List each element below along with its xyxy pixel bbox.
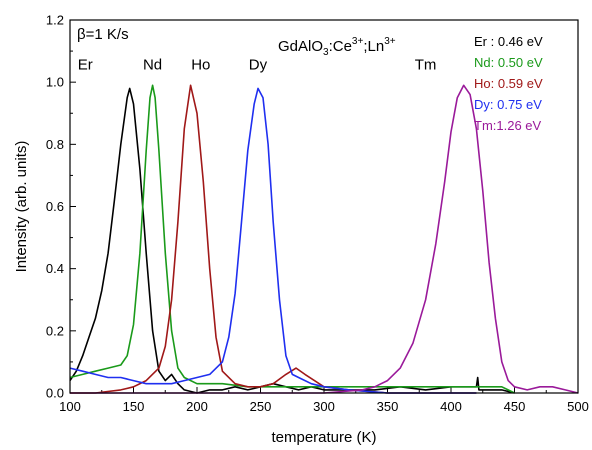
series-lines [69, 84, 579, 394]
y-tick-label: 0.4 [46, 261, 64, 276]
x-axis-title: temperature (K) [271, 429, 376, 446]
x-tick-label: 100 [59, 399, 81, 414]
y-tick-label: 0.2 [46, 323, 64, 338]
legend: Er : 0.46 eV Nd: 0.50 eV Ho: 0.59 eV Dy: 0.… [474, 34, 543, 133]
x-tick-label: 450 [504, 399, 526, 414]
x-tick-label: 300 [313, 399, 335, 414]
y-tick-label: 1.0 [46, 75, 64, 90]
y-axis-title: Intensity (arb. units) [13, 141, 30, 273]
legend-entry: Dy: 0.75 eV [474, 97, 542, 112]
series-line-nd [69, 84, 515, 394]
y-tick-label: 0.8 [46, 137, 64, 152]
y-tick-label: 0.6 [46, 199, 64, 214]
series-label-dy: Dy [249, 57, 268, 74]
legend-entry: Nd: 0.50 eV [474, 55, 543, 70]
series-label-ho: Ho [191, 57, 210, 74]
x-tick-label: 500 [567, 399, 589, 414]
series-line-dy [69, 87, 477, 394]
legend-entry: Er : 0.46 eV [474, 34, 543, 49]
series-line-er [69, 87, 515, 394]
legend-entry: Ho: 0.59 eV [474, 76, 543, 91]
y-tick-label: 1.2 [46, 13, 64, 28]
legend-entry: Tm:1.26 eV [474, 118, 542, 133]
compound-superscript-1: 3+ [352, 36, 364, 47]
series-labels: Er Nd Ho Dy Tm [78, 57, 437, 74]
plot-frame [69, 19, 579, 394]
x-tick-label: 150 [123, 399, 145, 414]
compound-superscript-2: 3+ [384, 36, 396, 47]
x-tick-label: 350 [377, 399, 399, 414]
series-label-nd: Nd [143, 57, 162, 74]
series-label-er: Er [78, 57, 93, 74]
series-line-ho [70, 84, 477, 394]
heating-rate-annotation: β=1 K/s [77, 26, 129, 43]
series-line-tm [70, 84, 579, 394]
y-tick-label: 0.0 [46, 386, 64, 401]
compound-main: GdAlO [278, 38, 323, 55]
x-tick-label: 250 [250, 399, 272, 414]
compound-mid-2: ;Ln [363, 38, 384, 55]
compound-annotation: GdAlO3:Ce3+;Ln3+ [278, 36, 396, 58]
x-tick-labels: 100 150 200 250 300 350 400 450 500 [59, 399, 589, 414]
compound-mid: :Ce [329, 38, 352, 55]
x-tick-label: 400 [440, 399, 462, 414]
compound-subscript: 3 [323, 47, 329, 58]
y-tick-labels: 0.0 0.2 0.4 0.6 0.8 1.0 1.2 [46, 13, 64, 401]
series-label-tm: Tm [415, 57, 437, 74]
x-tick-label: 200 [186, 399, 208, 414]
